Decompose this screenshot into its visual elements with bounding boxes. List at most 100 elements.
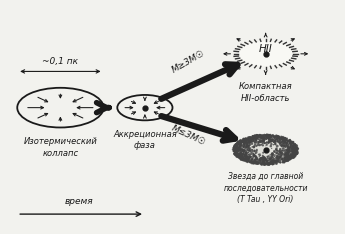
Point — [289, 150, 295, 153]
Point — [280, 137, 286, 140]
Point — [257, 133, 263, 137]
Point — [245, 137, 250, 141]
Point — [264, 159, 270, 163]
Point — [284, 138, 289, 142]
Point — [285, 156, 290, 160]
Point — [250, 160, 256, 163]
Point — [233, 143, 238, 146]
Point — [248, 155, 253, 159]
Point — [283, 157, 288, 161]
Point — [238, 158, 244, 161]
Point — [283, 139, 289, 143]
Point — [270, 161, 275, 164]
Point — [241, 157, 246, 161]
Point — [266, 137, 272, 140]
Point — [273, 159, 279, 163]
Point — [294, 146, 299, 150]
Point — [265, 155, 270, 158]
Point — [272, 139, 277, 143]
Point — [279, 153, 284, 157]
Point — [241, 151, 247, 155]
Point — [239, 155, 244, 159]
Point — [249, 158, 255, 162]
Point — [288, 155, 294, 159]
Point — [231, 149, 236, 153]
Point — [231, 149, 237, 153]
Point — [261, 161, 267, 164]
Point — [254, 137, 260, 140]
Point — [252, 134, 257, 138]
Point — [234, 146, 239, 150]
Point — [254, 161, 259, 165]
Point — [288, 140, 293, 144]
Point — [280, 159, 285, 163]
Point — [288, 142, 293, 145]
Point — [248, 139, 253, 142]
Point — [295, 144, 300, 148]
Point — [276, 157, 282, 160]
Point — [293, 150, 299, 153]
Point — [293, 147, 299, 150]
Point — [232, 147, 237, 151]
Point — [239, 138, 245, 142]
Point — [277, 137, 283, 141]
Point — [273, 156, 278, 160]
Point — [269, 134, 274, 138]
Point — [234, 143, 240, 147]
Point — [285, 155, 290, 159]
Point — [279, 137, 285, 141]
Point — [286, 139, 292, 143]
Point — [289, 140, 295, 144]
Point — [244, 158, 249, 162]
Point — [245, 143, 250, 147]
Point — [287, 154, 293, 157]
Point — [290, 140, 296, 144]
Point — [235, 152, 240, 156]
Point — [236, 155, 241, 158]
Point — [241, 159, 247, 162]
Point — [260, 137, 265, 141]
Point — [262, 141, 268, 145]
Point — [239, 140, 245, 144]
Point — [286, 139, 291, 142]
Point — [241, 155, 247, 159]
Point — [235, 154, 240, 157]
Point — [247, 157, 253, 160]
Point — [235, 143, 240, 146]
Point — [275, 135, 280, 139]
Point — [259, 156, 265, 160]
Point — [273, 161, 278, 164]
Point — [250, 136, 256, 140]
Point — [240, 148, 246, 152]
Point — [250, 157, 255, 160]
Point — [255, 135, 260, 139]
Point — [270, 138, 275, 141]
Point — [291, 150, 297, 154]
Point — [271, 160, 276, 164]
Point — [285, 143, 290, 146]
Point — [262, 158, 268, 162]
Point — [233, 148, 239, 152]
Point — [237, 139, 242, 143]
Point — [267, 158, 273, 162]
Point — [232, 150, 237, 154]
Point — [289, 150, 295, 153]
Point — [275, 159, 280, 163]
Point — [235, 142, 240, 146]
Point — [282, 138, 288, 142]
Point — [275, 135, 281, 139]
Point — [252, 154, 257, 157]
Point — [237, 141, 243, 145]
Point — [284, 153, 289, 156]
Point — [275, 157, 280, 161]
Point — [254, 162, 260, 166]
Point — [237, 152, 243, 155]
Point — [277, 155, 283, 159]
Point — [250, 161, 256, 165]
Point — [246, 140, 251, 144]
Point — [277, 160, 283, 164]
Point — [286, 156, 292, 159]
Point — [257, 134, 263, 138]
Point — [286, 140, 291, 143]
Point — [262, 138, 267, 142]
